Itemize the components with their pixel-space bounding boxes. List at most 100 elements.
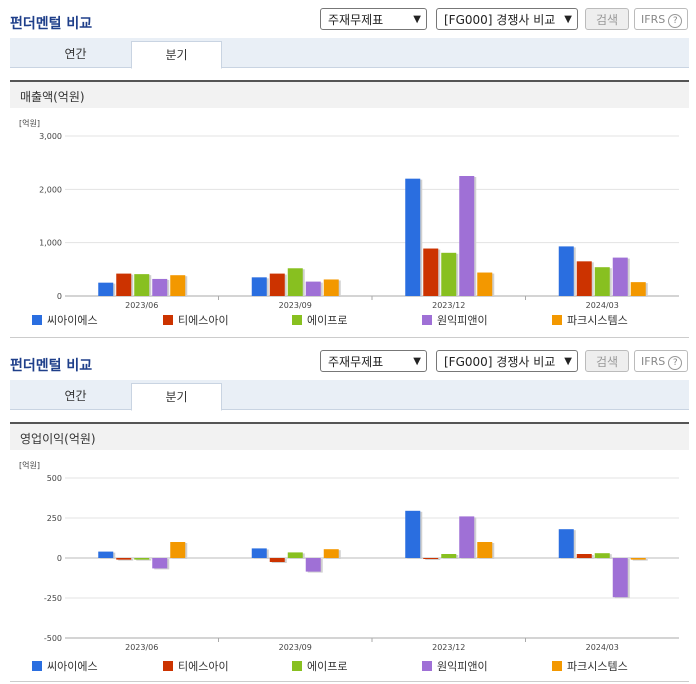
tab-annual[interactable]: 연간 — [64, 47, 87, 61]
bar — [477, 272, 493, 296]
y-tick-label: 2,000 — [39, 185, 62, 194]
bar — [423, 558, 439, 559]
y-tick-label: 250 — [47, 514, 62, 523]
legend-label[interactable]: 씨아이에스 — [47, 660, 98, 673]
bar — [152, 278, 168, 296]
y-unit-label: [억원] — [19, 460, 40, 470]
peer-compare-select[interactable]: [FG000] 경쟁사 비교 ▼ — [436, 8, 578, 30]
legend-label[interactable]: 원익피앤이 — [437, 314, 488, 327]
bar — [323, 549, 339, 558]
bar — [287, 268, 303, 296]
x-tick-label: 2023/09 — [279, 301, 312, 310]
legend-swatch — [32, 661, 42, 671]
peer-compare-value: [FG000] 경쟁사 비교 — [444, 13, 556, 27]
tab-quarterly[interactable]: 분기 — [131, 383, 222, 411]
x-tick-label: 2023/09 — [279, 643, 312, 652]
bar — [405, 510, 421, 558]
ifrs-help-button[interactable]: IFRS? — [634, 350, 688, 372]
legend-swatch — [163, 661, 173, 671]
bar — [423, 248, 439, 296]
bar — [576, 261, 592, 296]
legend-label[interactable]: 파크시스템스 — [567, 660, 628, 673]
bar — [134, 558, 150, 560]
legend-swatch — [32, 315, 42, 325]
operating-profit-chart: [억원] 500 250 0 -250 -500 2023/06 2023/09 2023/12… — [10, 450, 689, 680]
bar-shadow — [425, 559, 441, 560]
bar — [152, 558, 168, 569]
legend-label[interactable]: 티에스아이 — [178, 314, 229, 327]
y-unit-label: [억원] — [19, 118, 40, 128]
bar — [630, 282, 646, 296]
bar — [170, 542, 186, 558]
panel-title: 펀더멘털 비교 — [10, 358, 93, 374]
bar — [98, 282, 114, 296]
legend-label[interactable]: 티에스아이 — [178, 660, 229, 673]
bar — [170, 275, 186, 296]
legend-label[interactable]: 에이프로 — [307, 314, 347, 327]
y-tick-label: 1,000 — [39, 239, 62, 248]
x-tick-label: 2023/12 — [432, 643, 465, 652]
bar — [116, 273, 132, 296]
chart-header: 영업이익(억원) — [10, 422, 689, 450]
legend-label[interactable]: 씨아이에스 — [47, 314, 98, 327]
chevron-down-icon: ▼ — [413, 356, 421, 367]
bar — [116, 558, 132, 560]
bar — [269, 558, 285, 562]
bar — [576, 554, 592, 558]
bar — [134, 274, 150, 296]
statement-type-select[interactable]: 주재무제표 ▼ — [320, 350, 427, 372]
bar — [594, 553, 610, 558]
statement-type-value: 주재무제표 — [328, 355, 384, 369]
fundamental-panel-sales: 펀더멘털 비교 주재무제표 ▼ [FG000] 경쟁사 비교 ▼ 검색 IFRS? … — [0, 0, 696, 340]
legend-swatch — [422, 661, 432, 671]
bar-shadow — [632, 559, 648, 561]
statement-type-value: 주재무제표 — [328, 13, 384, 27]
panel-header: 펀더멘털 비교 주재무제표 ▼ [FG000] 경쟁사 비교 ▼ 검색 IFRS? — [0, 0, 696, 38]
legend-label[interactable]: 파크시스템스 — [567, 314, 628, 327]
tab-annual[interactable]: 연간 — [64, 389, 87, 403]
y-tick-label: -500 — [44, 634, 62, 643]
ifrs-help-button[interactable]: IFRS? — [634, 8, 688, 30]
bar — [612, 558, 628, 598]
x-tick-label: 2023/06 — [125, 301, 158, 310]
search-button[interactable]: 검색 — [585, 8, 629, 30]
bar — [251, 548, 267, 558]
sales-chart: [억원] 3,000 2,000 1,000 0 2023/06 2023/09 2023/1… — [10, 108, 689, 336]
search-button[interactable]: 검색 — [585, 350, 629, 372]
bar — [612, 257, 628, 296]
peer-compare-value: [FG000] 경쟁사 비교 — [444, 355, 556, 369]
bar — [630, 558, 646, 560]
chevron-down-icon: ▼ — [413, 14, 421, 25]
x-tick-label: 2023/06 — [125, 643, 158, 652]
period-tabs: 연간 분기 — [10, 380, 689, 411]
peer-compare-select[interactable]: [FG000] 경쟁사 비교 ▼ — [436, 350, 578, 372]
tab-quarterly[interactable]: 분기 — [131, 41, 222, 69]
bar — [594, 267, 610, 296]
legend-swatch — [163, 315, 173, 325]
bar — [459, 516, 475, 558]
bar — [477, 542, 493, 558]
y-tick-label: 0 — [57, 554, 62, 563]
legend-swatch — [552, 315, 562, 325]
bar-shadow — [136, 559, 152, 561]
divider — [10, 337, 689, 338]
legend-label[interactable]: 에이프로 — [307, 660, 347, 673]
chart-header: 매출액(억원) — [10, 80, 689, 108]
bar — [441, 252, 457, 296]
legend-swatch — [292, 315, 302, 325]
legend-swatch — [552, 661, 562, 671]
bar — [269, 273, 285, 296]
divider — [10, 681, 689, 682]
statement-type-select[interactable]: 주재무제표 ▼ — [320, 8, 427, 30]
bar — [558, 529, 574, 558]
legend-swatch — [292, 661, 302, 671]
bar — [323, 279, 339, 296]
x-tick-label: 2023/12 — [432, 301, 465, 310]
bar — [98, 551, 114, 558]
legend-label[interactable]: 원익피앤이 — [437, 660, 488, 673]
bar — [405, 178, 421, 296]
y-tick-label: 3,000 — [39, 132, 62, 141]
ifrs-label: IFRS — [641, 13, 666, 26]
fundamental-panel-operating-profit: 펀더멘털 비교 주재무제표 ▼ [FG000] 경쟁사 비교 ▼ 검색 IFRS? … — [0, 342, 696, 684]
sales-bar-chart: [억원] 3,000 2,000 1,000 0 2023/06 2023/09 2023/1… — [19, 118, 679, 327]
